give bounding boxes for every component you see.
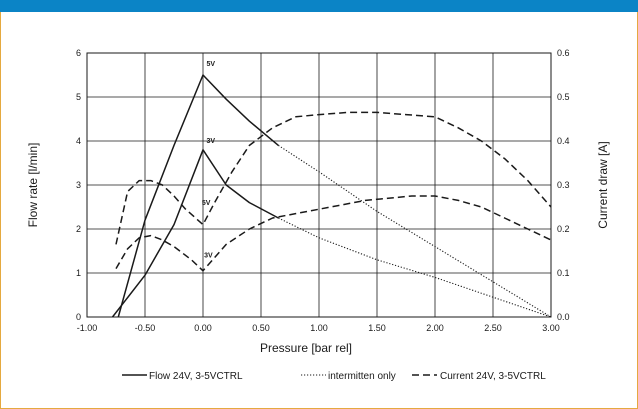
y2-tick-label: 0.6 — [557, 48, 570, 58]
y-axis-title: Flow rate [l/min] — [26, 143, 40, 228]
y-tick-label: 3 — [76, 180, 81, 190]
y-tick-label: 6 — [76, 48, 81, 58]
y2-tick-label: 0.4 — [557, 136, 570, 146]
y2-axis-title: Current draw [A] — [596, 141, 610, 228]
x-tick-label: 0.00 — [194, 323, 212, 333]
plot-area-border — [86, 52, 552, 318]
top-accent-bar — [0, 0, 638, 12]
x-tick-label: 3.00 — [542, 323, 560, 333]
y2-tick-label: 0.1 — [557, 268, 570, 278]
series-line-6 — [115, 195, 552, 272]
y-tick-label: 0 — [76, 312, 81, 322]
voltage-annotation: 5V — [202, 200, 211, 207]
tick-labels: -1.00 -0.50 0.00 0.50 1.00 1.50 2.00 2.50 3.00 0 1… — [76, 48, 570, 333]
x-tick-label: -0.50 — [135, 323, 156, 333]
x-axis-title: Pressure [bar rel] — [260, 341, 352, 355]
y-tick-label: 1 — [76, 268, 81, 278]
voltage-annotation: 3V — [204, 253, 213, 260]
y2-tick-label: 0.0 — [557, 312, 570, 322]
y-tick-label: 5 — [76, 92, 81, 102]
legend: Flow 24V, 3-5VCTRL intermitten only Curr… — [122, 371, 546, 382]
x-tick-label: -1.00 — [77, 323, 98, 333]
legend-label-current: Current 24V, 3-5VCTRL — [440, 371, 546, 382]
x-tick-label: 2.00 — [426, 323, 444, 333]
legend-label-flow: Flow 24V, 3-5VCTRL — [149, 371, 243, 382]
series-line-5 — [115, 111, 552, 245]
voltage-annotation: 3V — [206, 138, 215, 145]
x-tick-label: 1.50 — [368, 323, 386, 333]
series-line-3 — [111, 149, 279, 318]
x-tick-label: 2.50 — [484, 323, 502, 333]
annotations: 5V 3V 5V 3V — [202, 61, 216, 259]
y-tick-label: 4 — [76, 136, 81, 146]
grid — [87, 53, 551, 317]
x-tick-label: 1.00 — [310, 323, 328, 333]
y2-tick-label: 0.3 — [557, 180, 570, 190]
y2-tick-label: 0.5 — [557, 92, 570, 102]
voltage-annotation: 5V — [206, 61, 215, 68]
y-tick-label: 2 — [76, 224, 81, 234]
legend-label-intermittent: intermitten only — [328, 371, 396, 382]
series — [111, 74, 552, 318]
y2-tick-label: 0.2 — [557, 224, 570, 234]
series-line-1 — [117, 74, 279, 318]
x-tick-label: 0.50 — [252, 323, 270, 333]
